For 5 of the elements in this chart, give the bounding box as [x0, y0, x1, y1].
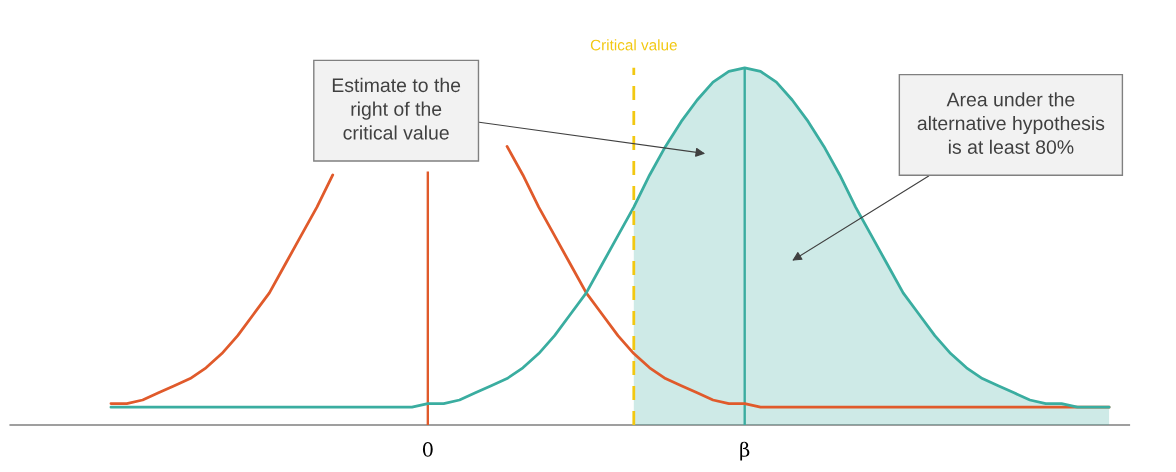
x-tick-label: 0 — [422, 442, 433, 457]
x-tick-label: β — [740, 441, 750, 461]
annotation: Area under the alternative hypothesis is at least 80% — [917, 92, 1105, 154]
text: Critical value — [590, 39, 677, 51]
annotation: Estimate to the right of the critical value — [332, 77, 461, 140]
